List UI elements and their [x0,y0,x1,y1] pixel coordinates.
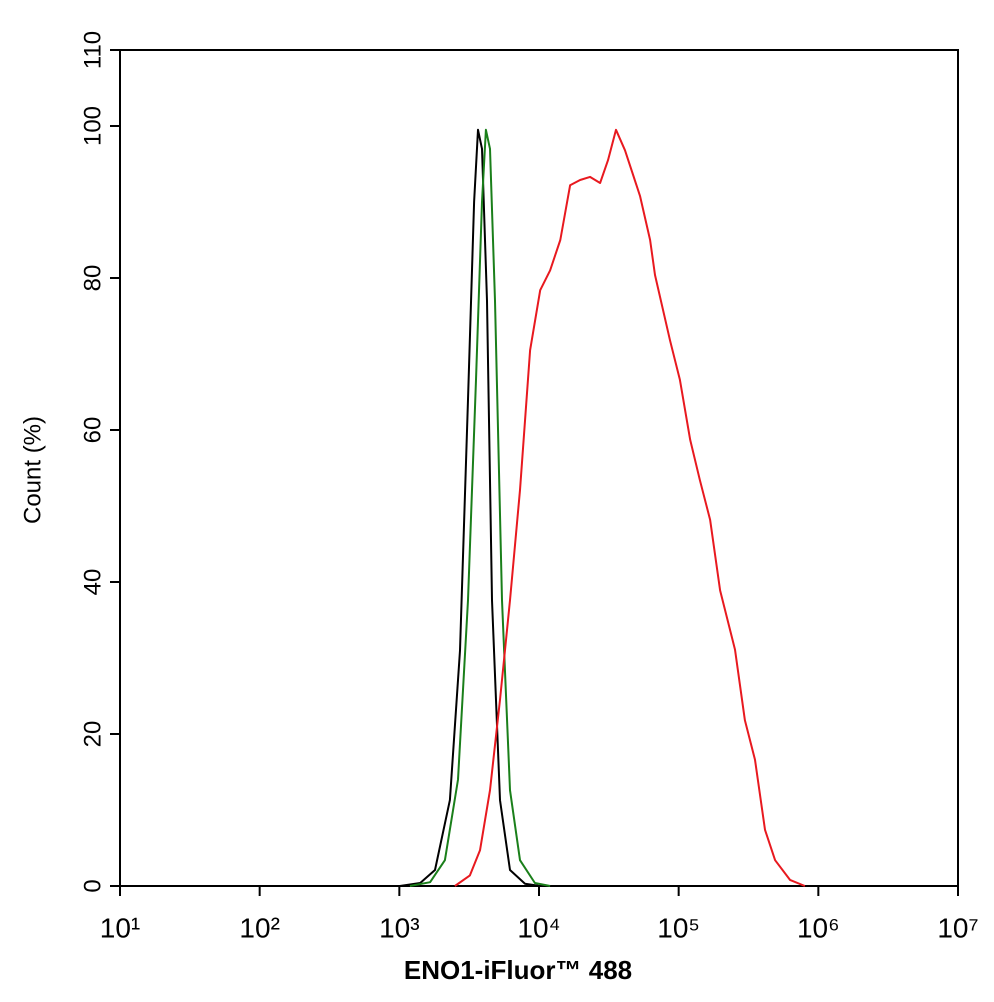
x-tick-label: 10² [239,912,279,943]
x-axis-label: ENO1-iFluor™ 488 [404,955,632,985]
histogram-line [409,128,551,887]
y-tick-label: 40 [79,569,106,596]
histogram-line [454,128,806,887]
histogram-line [399,128,541,887]
y-tick-label: 100 [79,106,106,146]
y-tick-label: 20 [79,721,106,748]
x-tick-label: 10⁶ [797,912,840,943]
x-tick-label: 10¹ [100,912,140,943]
x-tick-label: 10³ [379,912,419,943]
x-tick-label: 10⁴ [517,912,560,943]
y-tick-label: 80 [79,265,106,292]
x-tick-label: 10⁵ [657,912,700,943]
y-tick-label: 60 [79,417,106,444]
y-tick-label: 110 [79,31,106,69]
plot-frame [119,49,959,887]
y-axis-label: Count (%) [19,416,46,524]
y-tick-label: 0 [79,879,106,892]
x-tick-label: 10⁷ [937,912,978,943]
